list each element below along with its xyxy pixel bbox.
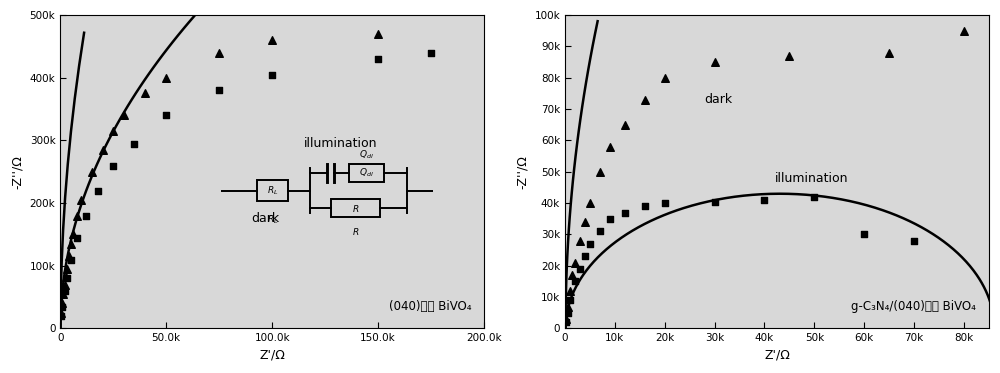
Point bbox=[423, 50, 439, 56]
Point bbox=[558, 316, 574, 322]
Point bbox=[63, 241, 79, 247]
Text: illumination: illumination bbox=[304, 137, 378, 150]
Point bbox=[370, 31, 386, 37]
Point bbox=[211, 87, 227, 93]
Point bbox=[572, 238, 588, 244]
Point bbox=[707, 59, 723, 65]
X-axis label: Z'/Ω: Z'/Ω bbox=[764, 349, 790, 362]
Point bbox=[53, 313, 69, 319]
Point bbox=[105, 163, 121, 169]
Point bbox=[602, 216, 618, 222]
Point bbox=[560, 310, 576, 316]
Point bbox=[906, 238, 922, 244]
Point bbox=[572, 266, 588, 272]
Point bbox=[53, 310, 69, 316]
Point bbox=[65, 232, 81, 238]
Point bbox=[558, 319, 574, 325]
Point bbox=[567, 279, 583, 285]
Point bbox=[637, 203, 653, 209]
Point bbox=[90, 188, 106, 194]
Point bbox=[126, 141, 142, 147]
Point bbox=[617, 122, 633, 128]
Point bbox=[59, 275, 75, 281]
Point bbox=[54, 300, 70, 306]
Point bbox=[61, 253, 77, 259]
Point bbox=[158, 112, 174, 118]
Point bbox=[592, 228, 608, 234]
Point bbox=[781, 53, 797, 59]
Point bbox=[137, 91, 153, 97]
Point bbox=[582, 200, 598, 206]
Point bbox=[58, 274, 74, 280]
Point bbox=[657, 75, 673, 81]
Point bbox=[57, 288, 73, 294]
Point bbox=[95, 147, 111, 153]
Point bbox=[78, 213, 94, 219]
Point bbox=[116, 112, 132, 118]
Point bbox=[73, 197, 89, 203]
Point bbox=[560, 304, 576, 310]
Point bbox=[707, 198, 723, 204]
Point bbox=[637, 97, 653, 103]
Text: illumination: illumination bbox=[774, 172, 848, 185]
Text: (040)晶面 BiVO₄: (040)晶面 BiVO₄ bbox=[389, 300, 471, 313]
Point bbox=[84, 169, 100, 175]
Point bbox=[57, 282, 73, 288]
Text: dark: dark bbox=[705, 93, 733, 106]
Point bbox=[69, 213, 85, 219]
Point bbox=[264, 72, 280, 78]
Text: dark: dark bbox=[251, 212, 279, 225]
Point bbox=[562, 297, 578, 303]
Y-axis label: -Z''/Ω: -Z''/Ω bbox=[516, 155, 529, 189]
Point bbox=[881, 50, 897, 56]
Point bbox=[567, 260, 583, 266]
X-axis label: Z'/Ω: Z'/Ω bbox=[259, 349, 285, 362]
Point bbox=[657, 200, 673, 206]
Point bbox=[756, 197, 772, 203]
Point bbox=[158, 75, 174, 81]
Y-axis label: -Z''/Ω: -Z''/Ω bbox=[11, 155, 24, 189]
Point bbox=[69, 235, 85, 241]
Point bbox=[211, 50, 227, 56]
Text: g-C₃N₄/(040)晶面 BiVO₄: g-C₃N₄/(040)晶面 BiVO₄ bbox=[851, 300, 976, 313]
Point bbox=[602, 144, 618, 150]
Point bbox=[55, 291, 71, 297]
Point bbox=[105, 128, 121, 134]
Point bbox=[577, 219, 593, 225]
Point bbox=[577, 253, 593, 259]
Point bbox=[564, 272, 580, 278]
Point bbox=[592, 169, 608, 175]
Point bbox=[59, 266, 75, 272]
Point bbox=[806, 194, 822, 200]
Point bbox=[617, 210, 633, 216]
Point bbox=[856, 232, 872, 238]
Point bbox=[562, 288, 578, 294]
Point bbox=[582, 241, 598, 247]
Point bbox=[370, 56, 386, 62]
Point bbox=[63, 257, 79, 263]
Point bbox=[956, 28, 972, 34]
Point bbox=[264, 37, 280, 43]
Point bbox=[54, 304, 70, 310]
